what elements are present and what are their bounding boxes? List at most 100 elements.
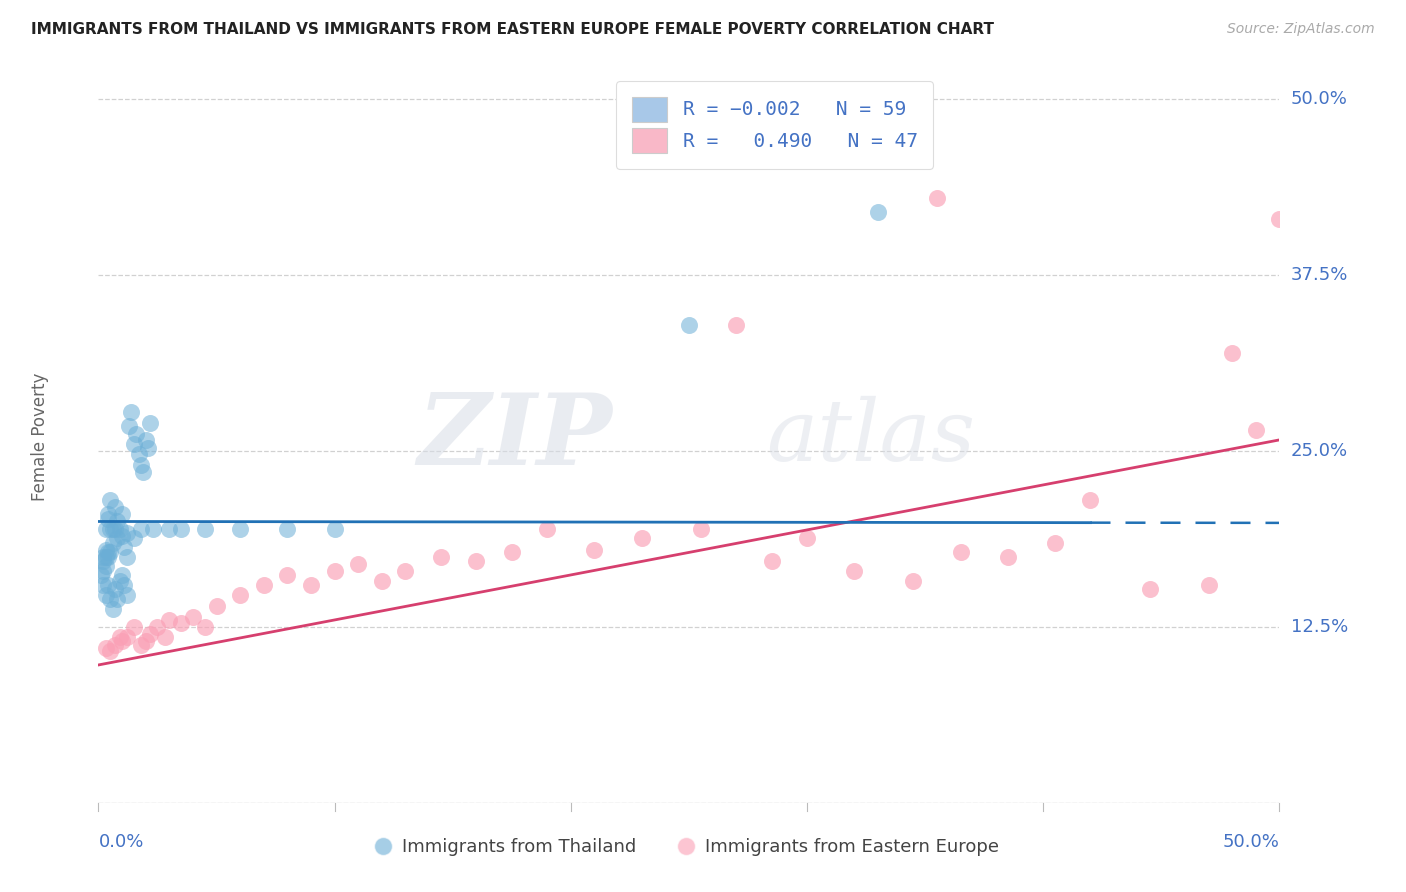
Point [844,564,866,578]
Text: 25.0%: 25.0% [1291,442,1348,460]
Text: 37.5%: 37.5% [1291,267,1348,285]
Text: 0.0%: 0.0% [98,833,143,851]
Point [394,564,416,578]
Legend: Immigrants from Thailand, Immigrants from Eastern Europe: Immigrants from Thailand, Immigrants fro… [371,830,1007,863]
Point [118,418,141,433]
Point [112,540,135,554]
Point [105,591,128,606]
Point [170,521,193,535]
Point [112,578,135,592]
Point [1244,423,1267,437]
Point [111,528,134,542]
Point [108,574,131,588]
Point [115,549,138,564]
Point [122,620,145,634]
Point [229,588,252,602]
Point [97,508,120,522]
Point [129,458,152,473]
Point [111,634,134,648]
Point [98,545,121,559]
Text: IMMIGRANTS FROM THAILAND VS IMMIGRANTS FROM EASTERN EUROPE FEMALE POVERTY CORREL: IMMIGRANTS FROM THAILAND VS IMMIGRANTS F… [31,22,994,37]
Point [371,574,394,588]
Point [104,582,127,596]
Text: Source: ZipAtlas.com: Source: ZipAtlas.com [1227,22,1375,37]
Point [98,521,121,535]
Point [98,493,121,508]
Text: 50.0%: 50.0% [1223,833,1279,851]
Point [253,578,276,592]
Text: 50.0%: 50.0% [1291,90,1347,109]
Point [135,433,157,447]
Point [97,511,120,525]
Point [725,318,748,332]
Point [536,521,558,535]
Point [630,532,652,546]
Point [465,554,488,568]
Point [1268,212,1291,227]
Text: ZIP: ZIP [418,389,612,485]
Point [91,549,114,564]
Point [129,521,152,535]
Point [91,564,114,578]
Point [139,416,162,430]
Text: 12.5%: 12.5% [1291,618,1348,636]
Point [866,205,889,219]
Point [153,630,176,644]
Point [430,549,453,564]
Point [276,568,298,582]
Point [101,601,124,615]
Point [122,437,145,451]
Point [135,634,157,648]
Point [111,568,134,582]
Point [108,521,131,535]
Point [1198,578,1220,592]
Point [97,578,120,592]
Point [122,532,145,546]
Point [104,521,127,535]
Point [104,500,127,515]
Point [299,578,322,592]
Point [205,599,228,613]
Point [1220,345,1243,359]
Point [689,521,711,535]
Point [94,641,117,656]
Point [925,191,948,205]
Point [91,578,114,592]
Point [97,545,120,559]
Point [157,613,180,627]
Point [146,620,169,634]
Point [115,525,138,540]
Point [949,545,972,559]
Point [139,627,162,641]
Point [142,521,165,535]
Point [276,521,298,535]
Point [94,559,117,574]
Point [1043,535,1066,549]
Point [678,318,700,332]
Point [796,532,818,546]
Point [501,545,523,559]
Point [903,574,925,588]
Point [347,557,370,571]
Point [101,521,124,535]
Point [761,554,783,568]
Point [105,515,128,529]
Point [115,630,138,644]
Point [132,465,155,479]
Point [104,638,127,652]
Point [94,542,117,557]
Point [91,554,114,568]
Point [105,532,128,546]
Point [94,588,117,602]
Point [170,615,193,630]
Point [121,405,143,419]
Point [115,588,138,602]
Point [111,508,134,522]
Point [125,427,148,442]
Point [94,549,117,564]
Point [90,568,112,582]
Point [194,620,217,634]
Point [194,521,217,535]
Point [108,630,131,644]
Point [94,521,117,535]
